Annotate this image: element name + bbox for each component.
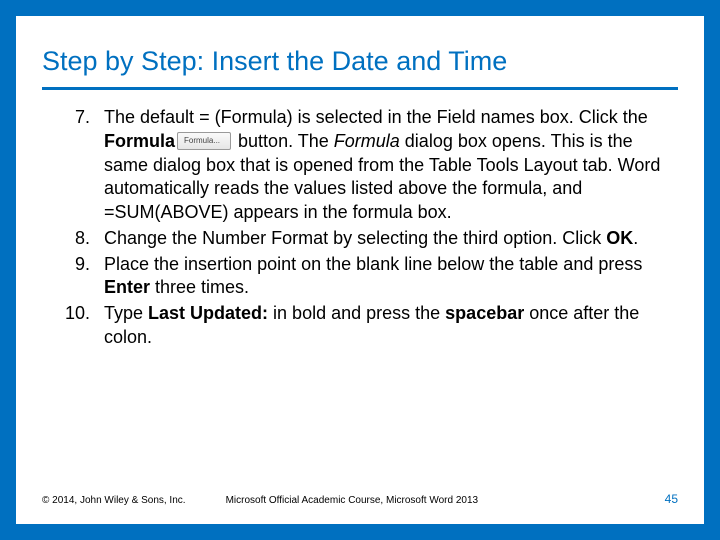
- slide-title: Step by Step: Insert the Date and Time: [42, 46, 678, 90]
- step-list: 7. The default = (Formula) is selected i…: [60, 106, 678, 350]
- text-bold: Last Updated:: [148, 303, 273, 323]
- step-body: Change the Number Format by selecting th…: [104, 227, 678, 251]
- list-item: 9. Place the insertion point on the blan…: [60, 253, 678, 301]
- text: Change the Number Format by selecting th…: [104, 228, 606, 248]
- text-italic: Formula: [334, 131, 400, 151]
- step-body: Place the insertion point on the blank l…: [104, 253, 678, 301]
- step-number: 8.: [60, 227, 104, 251]
- step-number: 7.: [60, 106, 104, 225]
- footer-page-number: 45: [665, 492, 678, 506]
- footer-course: Microsoft Official Academic Course, Micr…: [226, 495, 665, 506]
- footer-copyright: © 2014, John Wiley & Sons, Inc.: [42, 495, 226, 506]
- step-number: 9.: [60, 253, 104, 301]
- text: button. The: [233, 131, 334, 151]
- list-item: 8. Change the Number Format by selecting…: [60, 227, 678, 251]
- slide: Step by Step: Insert the Date and Time 7…: [16, 16, 704, 524]
- slide-footer: © 2014, John Wiley & Sons, Inc. Microsof…: [42, 492, 678, 506]
- text: .: [633, 228, 638, 248]
- step-body: Type Last Updated: in bold and press the…: [104, 302, 678, 350]
- text-bold: OK: [606, 228, 633, 248]
- step-body: The default = (Formula) is selected in t…: [104, 106, 678, 225]
- button-label: Formula...: [184, 136, 220, 147]
- text: Place the insertion point on the blank l…: [104, 254, 642, 274]
- text-bold: Enter: [104, 277, 155, 297]
- text: Type: [104, 303, 148, 323]
- text: three times.: [155, 277, 249, 297]
- text: in bold and press the: [273, 303, 445, 323]
- text-bold: Formula: [104, 131, 175, 151]
- list-item: 7. The default = (Formula) is selected i…: [60, 106, 678, 225]
- slide-content: 7. The default = (Formula) is selected i…: [42, 106, 678, 492]
- text: The default = (Formula) is selected in t…: [104, 107, 648, 127]
- list-item: 10. Type Last Updated: in bold and press…: [60, 302, 678, 350]
- text-bold: spacebar: [445, 303, 524, 323]
- step-number: 10.: [60, 302, 104, 350]
- formula-button-icon: Formula...: [177, 132, 231, 150]
